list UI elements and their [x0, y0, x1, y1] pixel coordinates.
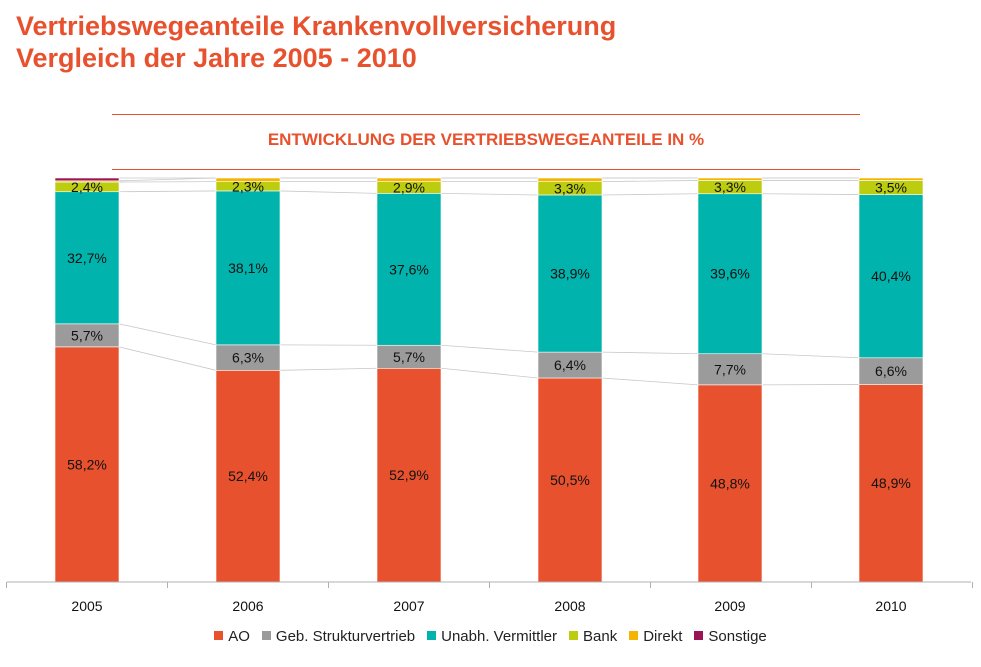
data-label: 2,4% [71, 179, 103, 195]
bar-segment [697, 177, 763, 181]
bar-segment [697, 353, 763, 386]
legend-entry: Geb. Strukturvertrieb [261, 628, 416, 645]
bar-segment [537, 377, 603, 583]
bar-segment [858, 194, 924, 359]
chart-title: Vertriebswegeanteile Krankenvollversiche… [16, 10, 616, 74]
x-tick-label: 2007 [393, 598, 424, 614]
data-label: 39,6% [710, 266, 750, 282]
legend-label: Sonstige [708, 628, 767, 645]
series-connector-line [118, 346, 217, 371]
data-label: 6,6% [875, 363, 907, 379]
data-label: 52,9% [389, 467, 429, 483]
series-connector-line [601, 180, 699, 183]
chart-legend: AO Geb. Strukturvertrieb Unabh. Vermittler… [0, 628, 981, 645]
legend-entry: AO [214, 628, 250, 645]
series-connector-line [118, 323, 217, 346]
series-connector-line [118, 177, 217, 182]
data-label: 50,5% [550, 472, 590, 488]
data-label: 48,8% [710, 475, 750, 491]
data-label: 52,4% [228, 468, 268, 484]
legend-swatch [214, 631, 224, 640]
data-label: 5,7% [71, 327, 103, 343]
bar-segment [376, 193, 442, 346]
legend-entry: Bank [569, 628, 617, 645]
data-label: 3,3% [714, 179, 746, 195]
series-connector-line [118, 190, 217, 193]
title-line-1: Vertriebswegeanteile Krankenvollversiche… [16, 11, 617, 41]
bar-segment [215, 370, 281, 583]
data-label: 2,9% [393, 179, 425, 195]
x-tick-label: 2009 [714, 598, 745, 614]
legend-label: Bank [583, 628, 618, 645]
bar-segment [376, 177, 442, 182]
data-label: 3,5% [875, 179, 907, 195]
data-label: 38,9% [550, 266, 590, 282]
bar-segment [537, 194, 603, 353]
data-label: 48,9% [871, 475, 911, 491]
series-connector-line [601, 351, 699, 355]
x-tick-label: 2005 [71, 598, 102, 614]
bar-segment [537, 351, 603, 379]
bar-segment [54, 191, 120, 325]
data-label: 7,7% [714, 361, 746, 377]
data-label: 6,4% [554, 357, 586, 373]
legend-swatch [629, 631, 639, 640]
legend-entry: Sonstige [694, 628, 767, 645]
bar-segment [858, 384, 924, 583]
legend-swatch [694, 631, 704, 640]
legend-label: AO [228, 628, 250, 645]
bar-segment [858, 177, 924, 181]
series-connector-line [440, 192, 539, 196]
series-connector-line [761, 353, 860, 359]
legend-swatch [569, 631, 579, 640]
bar-segment [215, 190, 281, 346]
bar-segment [537, 177, 603, 182]
data-label: 3,3% [554, 180, 586, 196]
bar-segment [697, 384, 763, 583]
bar-segment [54, 177, 120, 182]
legend-label: Geb. Strukturvertrieb [275, 628, 416, 645]
data-label: 37,6% [389, 261, 429, 277]
bar-segment [697, 193, 763, 355]
legend-swatch [427, 631, 437, 640]
data-label: 5,7% [393, 349, 425, 365]
bar-segment [376, 367, 442, 583]
series-connector-line [440, 367, 539, 379]
legend-label: Direkt [643, 628, 683, 645]
series-connector-line [279, 190, 378, 194]
legend-entry: Direkt [629, 628, 682, 645]
series-connector-line [601, 193, 699, 196]
chart-subtitle: ENTWICKLUNG DER VERTRIEBSWEGEANTEILE IN … [267, 130, 705, 149]
title-line-2: Vergleich der Jahre 2005 - 2010 [16, 43, 417, 73]
legend-swatch [261, 631, 271, 640]
data-label: 32,7% [67, 250, 107, 266]
subtitle-banner: ENTWICKLUNG DER VERTRIEBSWEGEANTEILE IN … [112, 114, 860, 170]
x-tick-label: 2006 [232, 598, 263, 614]
data-label: 2,3% [232, 178, 264, 194]
data-label: 40,4% [871, 268, 911, 284]
bar-segment [215, 177, 281, 182]
legend-label: Unabh. Vermittler [441, 628, 558, 645]
data-label: 38,1% [228, 260, 268, 276]
bar-segment [858, 357, 924, 385]
data-label: 58,2% [67, 456, 107, 472]
series-connector-line [761, 193, 860, 195]
series-connector-line [601, 377, 699, 386]
data-label: 6,3% [232, 350, 264, 366]
series-connector-line [279, 367, 378, 371]
x-tick-label: 2010 [875, 598, 906, 614]
series-connector-line [440, 344, 539, 353]
bar-segment [215, 344, 281, 371]
x-tick-label: 2008 [554, 598, 585, 614]
legend-entry: Unabh. Vermittler [427, 628, 557, 645]
